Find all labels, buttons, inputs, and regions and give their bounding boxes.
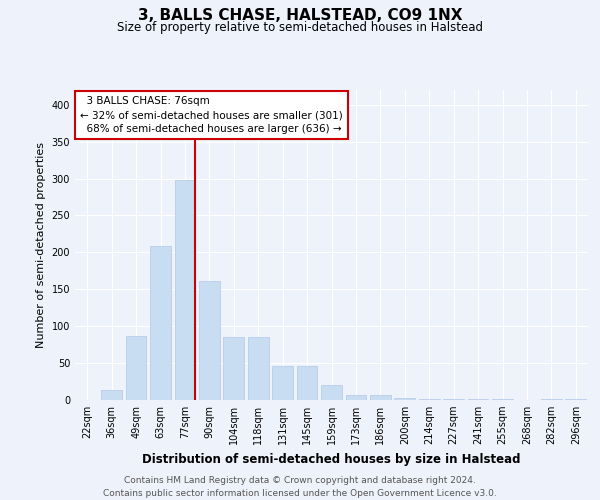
Bar [125,336,146,400]
Bar [223,336,244,400]
Bar [565,398,586,400]
Bar [101,390,122,400]
Bar [394,398,415,400]
Bar [370,395,391,400]
Bar [175,180,196,400]
Text: Size of property relative to semi-detached houses in Halstead: Size of property relative to semi-detach… [117,21,483,34]
Bar [419,398,440,400]
Bar [199,281,220,400]
Text: Contains HM Land Registry data © Crown copyright and database right 2024.: Contains HM Land Registry data © Crown c… [124,476,476,485]
Text: Contains public sector information licensed under the Open Government Licence v3: Contains public sector information licen… [103,489,497,498]
Text: 3, BALLS CHASE, HALSTEAD, CO9 1NX: 3, BALLS CHASE, HALSTEAD, CO9 1NX [138,8,462,22]
Bar [296,366,317,400]
Text: 3 BALLS CHASE: 76sqm
← 32% of semi-detached houses are smaller (301)
  68% of se: 3 BALLS CHASE: 76sqm ← 32% of semi-detac… [80,96,343,134]
Bar [443,398,464,400]
Bar [321,384,342,400]
Bar [272,366,293,400]
Bar [248,338,269,400]
Bar [346,395,367,400]
X-axis label: Distribution of semi-detached houses by size in Halstead: Distribution of semi-detached houses by … [142,452,521,466]
Y-axis label: Number of semi-detached properties: Number of semi-detached properties [36,142,46,348]
Bar [150,246,171,400]
